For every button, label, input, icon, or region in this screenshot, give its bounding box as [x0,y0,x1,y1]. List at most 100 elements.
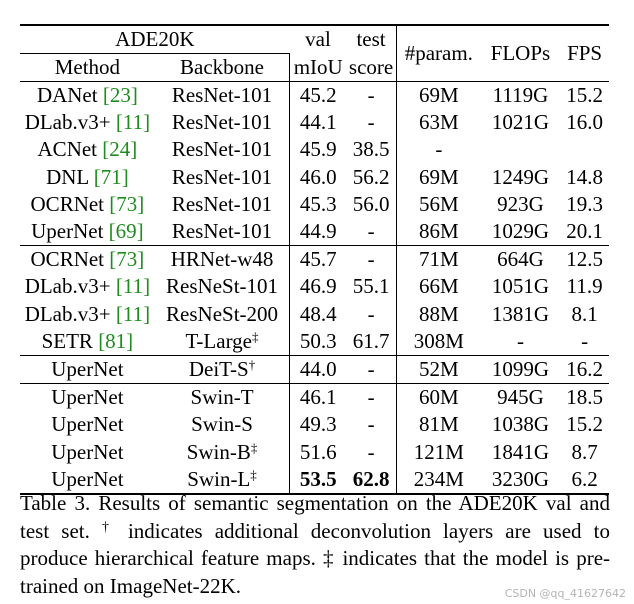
fps-cell: 14.8 [566,164,603,189]
flops-cell: 945G [480,383,561,412]
score-header: score [346,53,398,82]
backbone-cell: DeiT-S† [154,354,291,384]
method-name: UperNet [51,412,124,437]
miou-cell: 50.3 [299,328,337,353]
citation-link[interactable]: [11] [115,301,151,326]
backbone-name: ResNet-101 [171,164,273,189]
params-cell: 66M [418,274,459,299]
header-row-1: ADE20K val test #param. FLOPs FPS [20,25,609,65]
method-header: Method [54,55,121,79]
flops-cell: 1038G [491,412,550,437]
citation-link[interactable]: [11] [115,274,151,299]
table-row: OCRNet [73] ResNet-101 45.3 56.0 56M 923G 19.3 [20,190,609,218]
citation-link[interactable]: [73] [109,247,145,272]
ddagger-symbol: ‡ [322,546,336,570]
citation-link[interactable]: [11] [115,110,151,135]
backbone-cell: Swin-L‡ [154,465,291,494]
method-cell: ACNet [24] [20,136,155,163]
citation-link[interactable]: [24] [102,137,138,162]
backbone-name: ResNet-101 [171,83,273,108]
test-score-cell: - [346,411,398,439]
footnote-mark: ‡ [252,328,259,344]
test-score-cell: - [346,81,398,110]
flops-cell [481,136,561,163]
val-header: val [305,27,331,52]
test-score-cell: 56.2 [346,163,398,191]
method-cell: UperNet [20,354,155,384]
flops-cell: 3230G [491,466,550,491]
test-score-cell: - [346,354,398,384]
method-cell: UperNet [69] [20,218,155,246]
fps-cell: 11.9 [566,274,603,299]
backbone-cell: ResNet-101 [154,190,291,218]
test-score-cell: - [346,300,398,328]
backbone-name: HRNet-w48 [170,247,274,272]
params-cell: 71M [396,245,481,274]
citation-link[interactable]: [23] [102,83,138,108]
backbone-name: DeiT-S [188,356,249,381]
backbone-name: T-Large [185,328,253,353]
table-row: SETR [81] T-Large‡ 50.3 61.7 308M - - [20,327,609,356]
params-cell: 60M [396,383,481,412]
header-row-2: Method Backbone mIoU score [20,53,609,82]
backbone-cell: T-Large‡ [154,327,291,356]
backbone-cell: Swin-T [154,383,291,412]
citation-link[interactable]: [71] [93,164,129,189]
backbone-name: Swin-L [187,466,251,491]
caption-part3: indicates that the model is pre-trained … [20,546,611,598]
flops-cell: 1029G [491,219,550,244]
footnote-mark: ‡ [250,439,258,455]
params-cell: 81M [418,412,459,437]
miou-header: mIoU [293,54,343,79]
flops-header: FLOPs [490,41,551,65]
flops-cell: 1099G [480,354,561,384]
fps-cell: 16.0 [566,110,603,135]
flops-cell: 1051G [491,274,550,299]
backbone-name: Swin-B [186,439,251,464]
params-cell: 56M [418,191,459,216]
fps-cell: 15.2 [560,81,609,110]
miou-cell: 48.4 [299,301,337,326]
backbone-cell: ResNeSt-101 [154,273,291,301]
backbone-cell: Swin-S [154,411,291,439]
fps-cell: 8.7 [571,439,598,464]
citation-link[interactable]: [81] [98,328,134,353]
citation-link[interactable]: [73] [109,191,145,216]
miou-cell: 46.9 [299,274,337,299]
citation-link[interactable]: [69] [108,219,144,244]
method-name: DLab.v3+ [24,274,116,299]
test-score-cell: 38.5 [346,136,398,164]
backbone-cell: ResNet-101 [154,109,291,137]
miou-cell: 44.0 [289,354,347,384]
flops-cell: 1381G [491,301,550,326]
fps-cell: 15.2 [566,412,603,437]
params-cell: 234M [413,466,464,491]
method-cell: DLab.v3+ [11] [20,301,155,328]
table-row: ACNet [24] ResNet-101 45.9 38.5 - [20,136,609,164]
method-cell: DANet [23] [20,81,155,110]
backbone-name: Swin-S [191,412,253,437]
fps-header: FPS [567,41,603,65]
method-cell: UperNet [20,383,155,412]
method-name: UperNet [31,219,109,244]
method-cell: DNL [71] [20,164,155,191]
backbone-header: Backbone [154,53,291,82]
dataset-header: ADE20K [20,25,290,54]
method-cell: OCRNet [73] [20,245,155,274]
method-name: UperNet [51,439,124,464]
table-row: UperNet [69] ResNet-101 44.9-86M 1029G 20.1 [20,217,609,246]
flops-cell: 1021G [491,110,550,135]
table-row: OCRNet [73] HRNet-w48 45.7-71M 664G 12.5 [20,245,609,274]
miou-cell: 49.3 [299,412,337,437]
fps-cell: - [581,328,589,353]
backbone-name: ResNeSt-200 [166,301,279,326]
test-score-cell: - [346,383,398,412]
miou-cell: 51.6 [299,439,337,464]
params-cell: 63M [418,110,459,135]
method-cell: UperNet [20,411,155,438]
miou-cell: 45.2 [289,81,347,110]
fps-cell: 16.2 [560,354,609,384]
method-cell: UperNet [20,438,155,465]
params-cell: 52M [396,354,481,384]
test-score-cell: 56.0 [346,190,398,218]
